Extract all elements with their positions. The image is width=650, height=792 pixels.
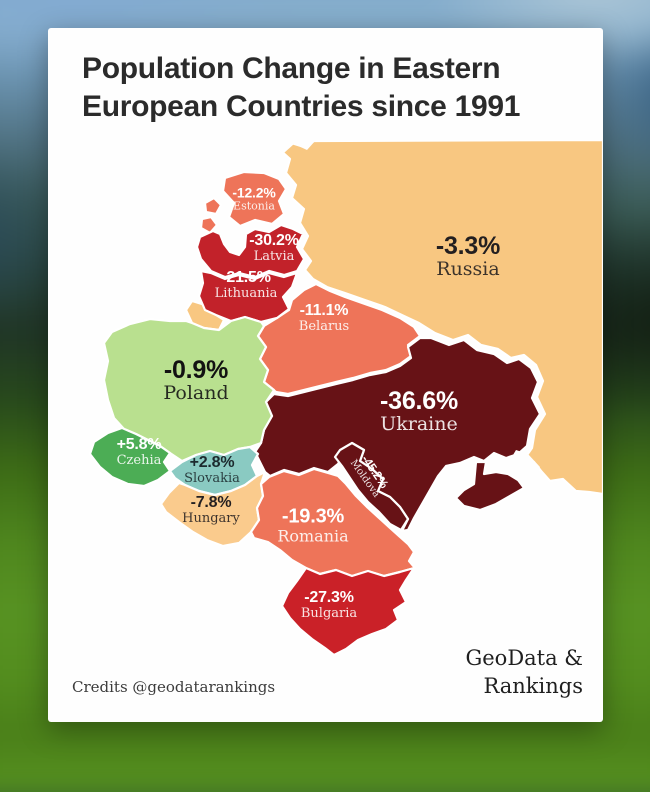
country-shape-latvia: [195, 223, 306, 279]
country-shape-czechia: [88, 426, 172, 488]
sea-of-azov: [510, 450, 540, 478]
country-shape-russia: [278, 140, 603, 496]
region-shape-crimea: [454, 460, 526, 512]
eastern-europe-map: [88, 140, 603, 657]
gulf-of-finland-sea: [268, 140, 316, 153]
title-line-1: Population Change in Eastern: [82, 52, 501, 85]
brand-line-2: Rankings: [483, 673, 583, 698]
estonia-island: [199, 215, 219, 235]
infographic-card: Population Change in Eastern European Co…: [48, 28, 603, 722]
country-shape-bulgaria: [280, 566, 416, 657]
title-line-2: European Countries since 1991: [82, 90, 521, 124]
estonia-island: [203, 196, 223, 216]
page-title: Population Change in Eastern European Co…: [82, 50, 582, 127]
country-shape-moldova: [333, 441, 410, 532]
credits-text: Credits @geodatarankings: [72, 678, 276, 696]
country-shape-estonia: [221, 170, 288, 228]
country-shape-lithuania: [197, 269, 299, 324]
brand-line-1: GeoData &: [465, 646, 583, 671]
brand-logo-text: GeoData & Rankings: [465, 645, 583, 700]
